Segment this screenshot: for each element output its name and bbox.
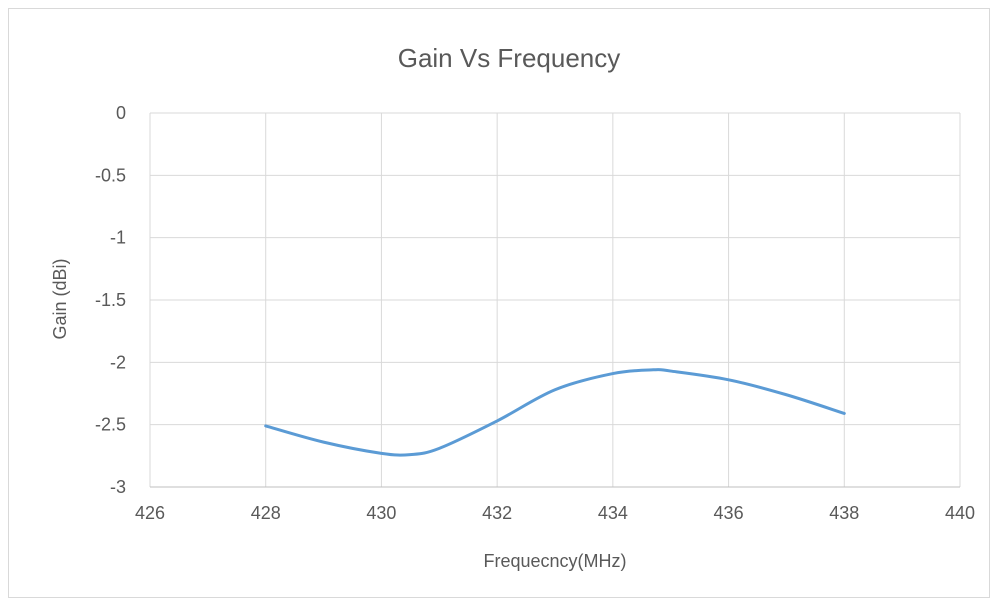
x-tick-label: 434: [598, 503, 628, 523]
x-tick-label: 432: [482, 503, 512, 523]
grid-lines: [149, 112, 961, 488]
x-tick-label: 426: [135, 503, 165, 523]
series-layer: [264, 368, 846, 457]
chart-title: Gain Vs Frequency: [398, 43, 621, 73]
y-tick-label: 0: [116, 103, 126, 123]
series-line: [264, 368, 846, 457]
chart-frame: [8, 8, 990, 598]
x-tick-label: 436: [714, 503, 744, 523]
y-tick-label: -0.5: [95, 165, 126, 185]
y-tick-label: -3: [110, 477, 126, 497]
x-tick-label: 440: [945, 503, 975, 523]
y-tick-label: -1.5: [95, 290, 126, 310]
y-axis-label: Gain (dBi): [50, 258, 70, 339]
x-axis-label: Frequecncy(MHz): [483, 551, 626, 571]
x-tick-label: 430: [366, 503, 396, 523]
y-tick-label: -1: [110, 228, 126, 248]
x-tick-label: 438: [829, 503, 859, 523]
y-tick-label: -2: [110, 352, 126, 372]
x-tick-label: 428: [251, 503, 281, 523]
y-tick-label: -2.5: [95, 415, 126, 435]
tick-labels: 426 428 430 432 434 436 438 440 0 -0.5 -1 -1.5 -2 -2.…: [95, 103, 975, 523]
